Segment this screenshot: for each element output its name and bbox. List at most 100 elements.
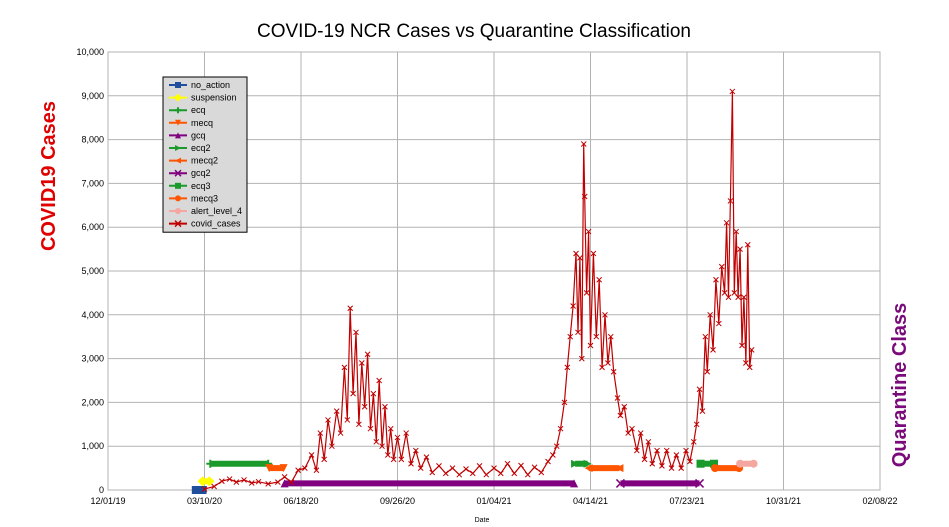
legend-item-suspension: suspension xyxy=(169,93,237,103)
x-tick-label: 01/04/21 xyxy=(476,496,511,506)
covid-cases-point xyxy=(718,263,725,270)
y-tick-label: 9,000 xyxy=(81,91,104,101)
covid-cases-point xyxy=(384,452,391,458)
covid-cases-point xyxy=(350,390,356,397)
plot-frame xyxy=(107,51,881,491)
marker xyxy=(175,145,181,151)
covid-cases-point xyxy=(341,364,348,371)
covid-cases-point xyxy=(567,333,574,340)
marker xyxy=(736,459,745,468)
legend-label: no_action xyxy=(191,80,230,90)
covid-cases-point xyxy=(683,447,689,454)
marker xyxy=(710,459,719,468)
legend-item-mecq: mecq xyxy=(169,118,213,128)
x-tick-label: 09/26/20 xyxy=(380,496,415,506)
legend-label: ecq3 xyxy=(191,181,211,191)
covid-cases-point xyxy=(693,421,700,428)
y-tick-labels: 0 1,000 2,000 3,000 4,000 5,000 6,000 7,000 8,00… xyxy=(76,47,104,495)
marker xyxy=(279,464,288,473)
covid-cases-point xyxy=(702,333,709,340)
covid-cases-point xyxy=(497,470,504,477)
legend-item-ecq: ecq xyxy=(169,105,206,115)
covid-cases-point xyxy=(733,228,740,235)
legend-label: gcq xyxy=(191,130,206,140)
quarantine-ecq xyxy=(206,459,273,468)
covid-cases-point xyxy=(456,471,463,478)
marker xyxy=(175,119,181,126)
covid-cases-point xyxy=(599,364,605,371)
covid-cases-point xyxy=(578,355,585,362)
covid-cases-point xyxy=(241,477,247,483)
covid-cases-point xyxy=(201,486,208,492)
covid-cases-point xyxy=(737,246,743,252)
y-tick-label: 2,000 xyxy=(81,397,104,407)
covid-cases-point xyxy=(710,346,716,353)
covid-cases-point xyxy=(442,470,449,477)
marker xyxy=(175,182,181,189)
covid-cases-point xyxy=(313,467,320,474)
chart-title: COVID-19 NCR Cases vs Quarantine Classif… xyxy=(257,21,691,42)
covid-cases-point xyxy=(248,480,255,486)
covid-cases-point xyxy=(580,141,587,147)
covid-cases-point xyxy=(382,403,388,410)
covid-cases-point xyxy=(699,408,706,415)
covid-cases-point xyxy=(308,452,315,458)
covid-cases-point xyxy=(504,460,511,467)
covid-cases-point xyxy=(545,458,551,465)
quarantine-mecq2 xyxy=(584,464,624,473)
covid-cases-point xyxy=(429,469,436,476)
covid-cases-point xyxy=(607,333,614,340)
quarantine-suspension xyxy=(197,476,215,487)
covid-cases-point xyxy=(373,438,380,445)
covid-cases-point xyxy=(587,342,594,349)
covid-cases-point xyxy=(659,463,665,469)
marker xyxy=(206,459,215,468)
covid-cases-point xyxy=(581,193,588,200)
legend-item-ecq3: ecq3 xyxy=(169,181,211,191)
legend-item-mecq3: mecq3 xyxy=(169,193,218,203)
covid-cases-point xyxy=(739,342,745,349)
quarantine-series xyxy=(191,459,758,494)
covid-cases-point xyxy=(715,320,722,327)
covid-cases-point xyxy=(483,471,490,478)
covid-cases-point xyxy=(403,430,410,436)
quarantine-no-action xyxy=(191,486,207,494)
covid-cases-point xyxy=(436,463,442,469)
marker xyxy=(280,479,289,488)
marker xyxy=(175,208,181,214)
x-tick-label: 10/31/21 xyxy=(766,496,801,506)
legend-item-no-action: no_action xyxy=(169,80,230,90)
covid-cases-point xyxy=(394,434,401,441)
covid-cases-point xyxy=(723,219,730,226)
legend-item-covid-cases: covid_cases xyxy=(169,219,241,229)
legend-label: alert_level_4 xyxy=(191,206,242,216)
covid-cases-point xyxy=(387,425,394,432)
legend-label: mecq2 xyxy=(191,156,218,166)
covid-cases-point xyxy=(226,476,233,482)
covid-cases-point xyxy=(274,479,281,485)
covid-cases-point xyxy=(463,466,469,472)
legend-label: covid_cases xyxy=(191,219,241,229)
covid-cases-point xyxy=(678,465,685,471)
covid-cases-point xyxy=(637,430,644,436)
covid-cases-point xyxy=(645,438,652,445)
covid-cases-point xyxy=(390,456,397,463)
covid-cases-point xyxy=(353,329,359,336)
covid-cases-point xyxy=(735,294,741,301)
y-tick-label: 6,000 xyxy=(81,222,104,232)
covid-cases-point xyxy=(596,276,603,283)
covid-cases-point xyxy=(663,447,670,454)
y-tick-label: 5,000 xyxy=(81,266,104,276)
covid-cases-point xyxy=(423,454,430,461)
y-tick-label: 7,000 xyxy=(81,178,104,188)
covid-cases-point xyxy=(524,471,531,478)
quarantine-alert-level-4 xyxy=(736,459,758,468)
marker xyxy=(696,459,705,468)
marker xyxy=(615,464,624,473)
covid-cases-point xyxy=(347,305,354,312)
marker xyxy=(571,459,580,468)
legend-label: ecq xyxy=(191,105,206,115)
covid-cases-point xyxy=(317,430,324,436)
marker xyxy=(174,93,182,102)
covid-cases-point xyxy=(412,447,419,454)
